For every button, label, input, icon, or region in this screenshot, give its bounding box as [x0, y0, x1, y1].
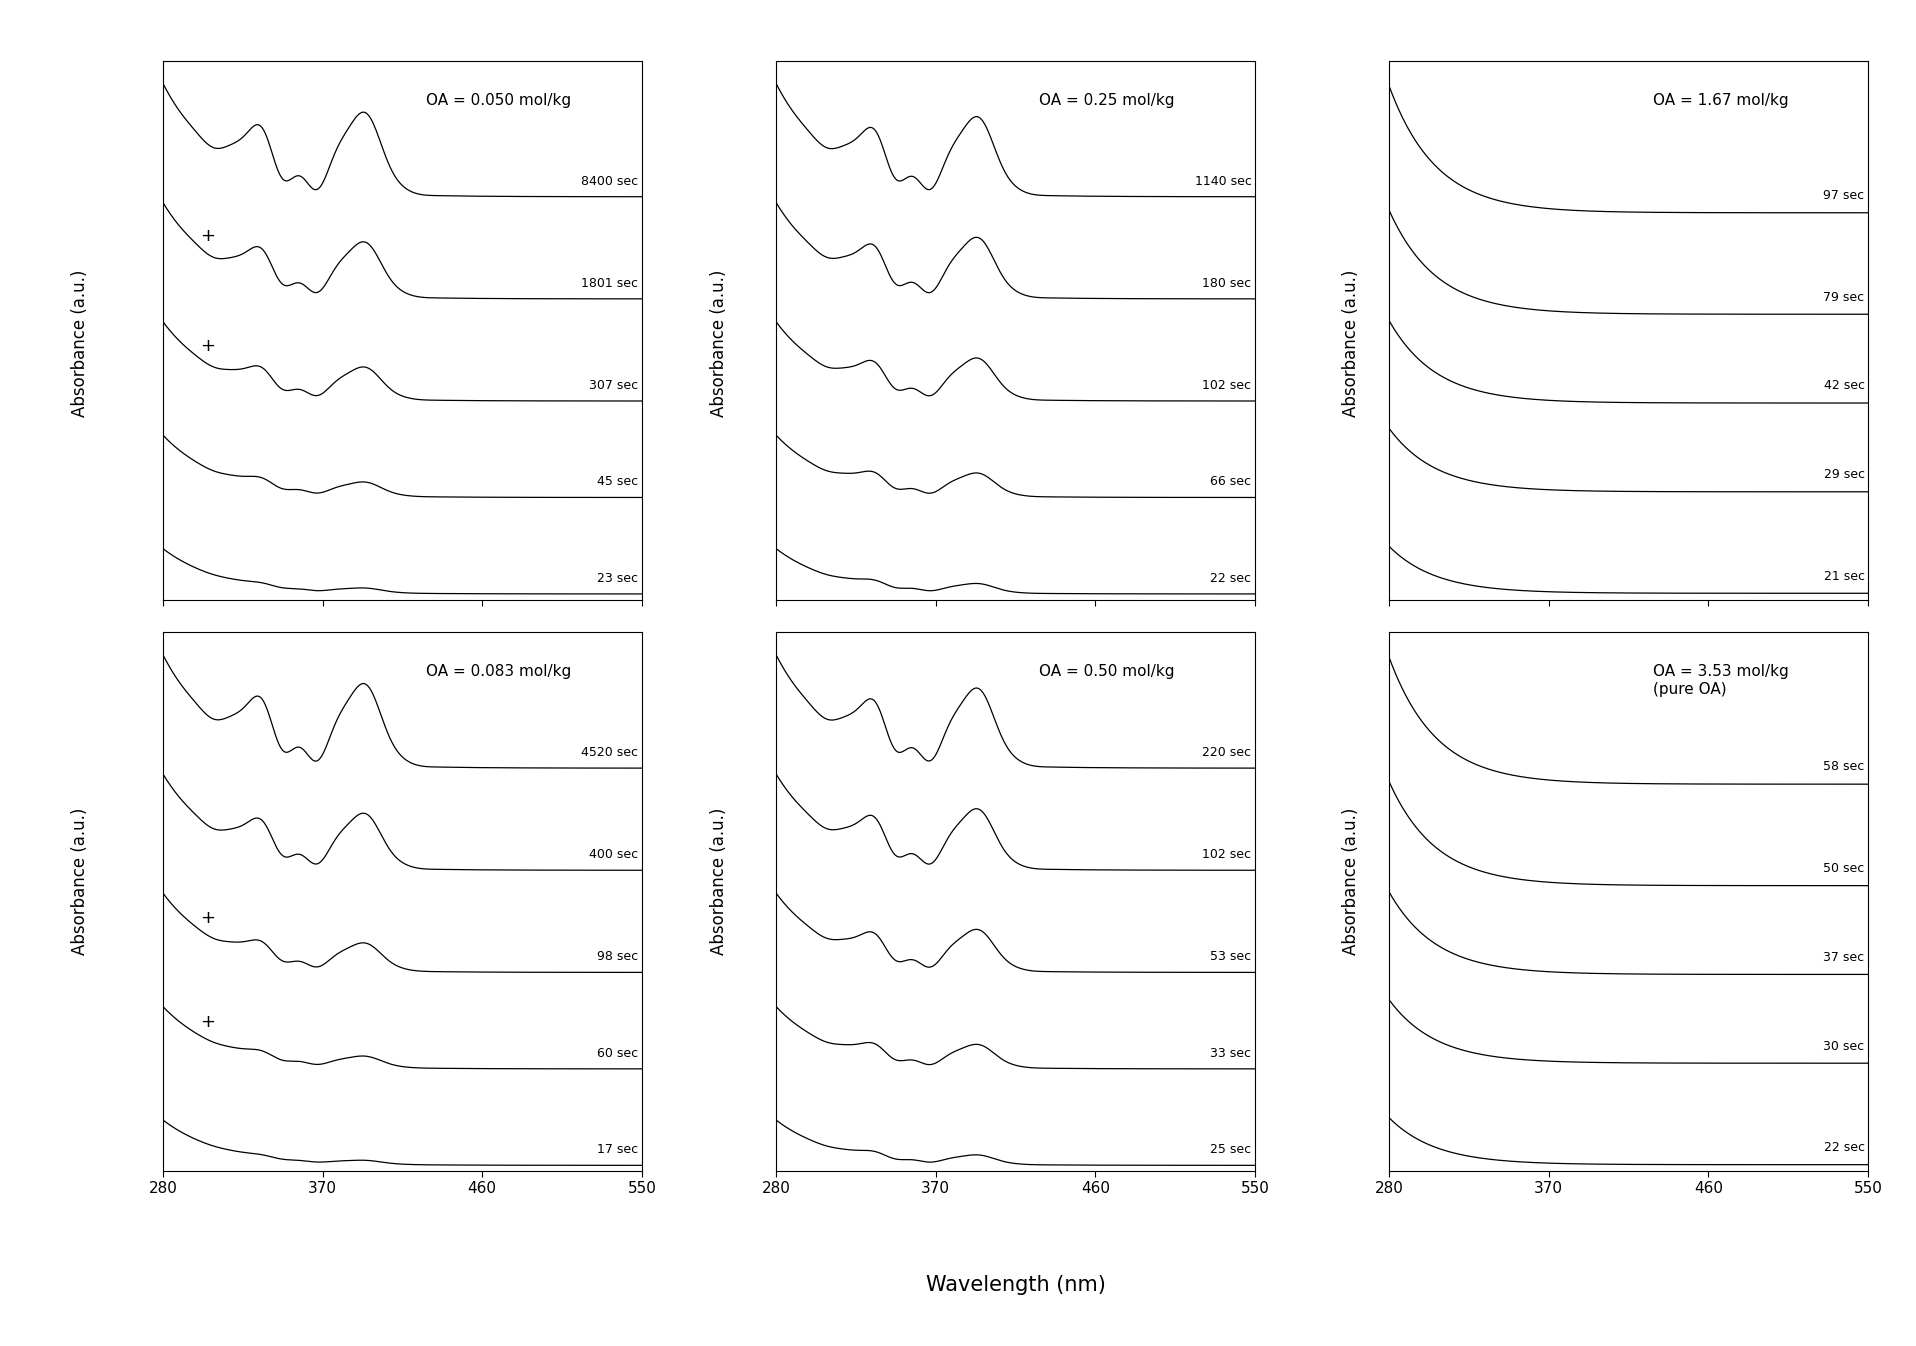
Text: OA = 0.25 mol/kg: OA = 0.25 mol/kg: [1038, 93, 1175, 108]
Text: 180 sec: 180 sec: [1203, 277, 1251, 289]
Text: +: +: [199, 1014, 215, 1031]
Text: 22 sec: 22 sec: [1211, 572, 1251, 586]
Text: 58 sec: 58 sec: [1824, 760, 1864, 774]
Text: OA = 0.050 mol/kg: OA = 0.050 mol/kg: [425, 93, 571, 108]
Text: 1801 sec: 1801 sec: [581, 277, 638, 289]
Text: 22 sec: 22 sec: [1824, 1141, 1864, 1155]
Text: Absorbance (a.u.): Absorbance (a.u.): [709, 269, 728, 417]
Text: +: +: [199, 338, 215, 355]
Text: +: +: [199, 227, 215, 245]
Text: 307 sec: 307 sec: [590, 380, 638, 392]
Text: 17 sec: 17 sec: [598, 1143, 638, 1156]
Text: Absorbance (a.u.): Absorbance (a.u.): [71, 808, 90, 956]
Text: 8400 sec: 8400 sec: [581, 175, 638, 187]
Text: 53 sec: 53 sec: [1211, 950, 1251, 964]
Text: 37 sec: 37 sec: [1824, 950, 1864, 964]
Text: OA = 3.53 mol/kg
(pure OA): OA = 3.53 mol/kg (pure OA): [1652, 665, 1788, 697]
Text: 29 sec: 29 sec: [1824, 468, 1864, 482]
Text: 66 sec: 66 sec: [1211, 475, 1251, 489]
Text: 42 sec: 42 sec: [1824, 380, 1864, 393]
Text: 21 sec: 21 sec: [1824, 569, 1864, 583]
Text: Wavelength (nm): Wavelength (nm): [925, 1276, 1106, 1295]
Text: 45 sec: 45 sec: [598, 475, 638, 489]
Text: Absorbance (a.u.): Absorbance (a.u.): [1341, 269, 1360, 417]
Text: 400 sec: 400 sec: [590, 848, 638, 861]
Text: OA = 0.083 mol/kg: OA = 0.083 mol/kg: [425, 665, 571, 680]
Text: 4520 sec: 4520 sec: [581, 746, 638, 759]
Text: +: +: [199, 909, 215, 927]
Text: OA = 1.67 mol/kg: OA = 1.67 mol/kg: [1652, 93, 1788, 108]
Text: 98 sec: 98 sec: [598, 950, 638, 964]
Text: OA = 0.50 mol/kg: OA = 0.50 mol/kg: [1038, 665, 1175, 680]
Text: Absorbance (a.u.): Absorbance (a.u.): [709, 808, 728, 956]
Text: Absorbance (a.u.): Absorbance (a.u.): [1341, 808, 1360, 956]
Text: 220 sec: 220 sec: [1203, 746, 1251, 759]
Text: 79 sec: 79 sec: [1824, 291, 1864, 304]
Text: 23 sec: 23 sec: [598, 572, 638, 586]
Text: 102 sec: 102 sec: [1203, 848, 1251, 861]
Text: 50 sec: 50 sec: [1824, 861, 1864, 875]
Text: 102 sec: 102 sec: [1203, 380, 1251, 392]
Text: Absorbance (a.u.): Absorbance (a.u.): [71, 269, 90, 417]
Text: 33 sec: 33 sec: [1211, 1047, 1251, 1059]
Text: 30 sec: 30 sec: [1824, 1039, 1864, 1053]
Text: 97 sec: 97 sec: [1824, 188, 1864, 202]
Text: 60 sec: 60 sec: [598, 1047, 638, 1059]
Text: 1140 sec: 1140 sec: [1194, 175, 1251, 187]
Text: 25 sec: 25 sec: [1211, 1143, 1251, 1156]
